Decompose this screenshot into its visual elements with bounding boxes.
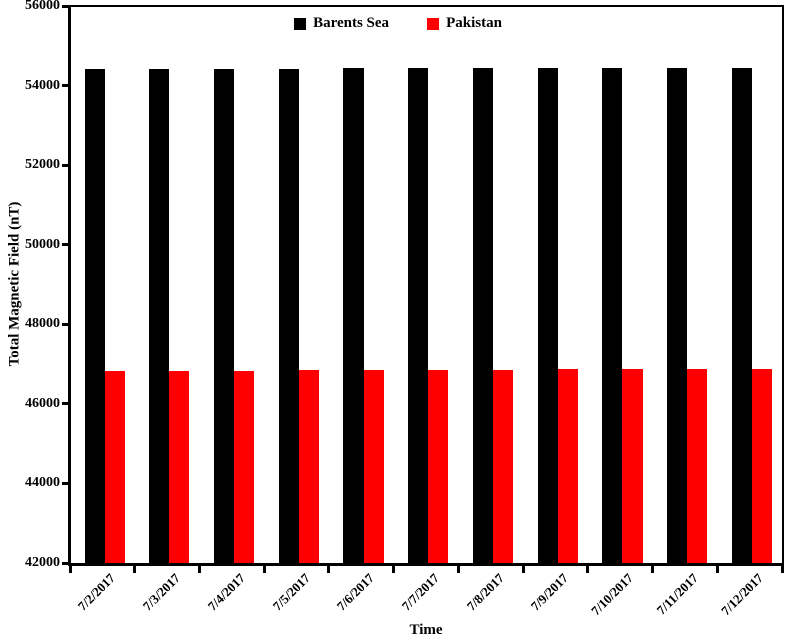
bar-barents-sea <box>602 68 623 563</box>
legend-label-barents-sea: Barents Sea <box>313 15 390 31</box>
y-axis-tick <box>62 4 70 8</box>
y-axis-tick <box>62 561 70 565</box>
y-axis-tick-label: 44000 <box>25 475 60 491</box>
y-axis-tick <box>62 84 70 88</box>
bar-barents-sea <box>84 68 105 563</box>
bar-barents-sea <box>214 68 235 563</box>
bar-pakistan <box>557 369 578 563</box>
bar-barents-sea <box>149 68 170 563</box>
y-axis-title: Total Magnetic Field (nT) <box>6 201 23 367</box>
bar-barents-sea <box>731 67 752 563</box>
legend-swatch-pakistan-icon <box>427 17 440 30</box>
x-axis-tick <box>327 566 331 573</box>
bar-pakistan <box>234 370 255 563</box>
bar-pakistan <box>104 371 125 563</box>
x-axis-tick <box>68 566 72 573</box>
bar-pakistan <box>622 369 643 563</box>
y-axis-tick <box>62 322 70 326</box>
bar-barents-sea <box>278 68 299 563</box>
y-axis-tick-label: 52000 <box>25 157 60 173</box>
x-axis-tick <box>586 566 590 573</box>
x-axis-tick <box>262 566 266 573</box>
y-axis-tick-label: 42000 <box>25 555 60 570</box>
bar-pakistan <box>363 370 384 563</box>
y-axis-tick-label: 50000 <box>25 236 60 252</box>
bar-pakistan <box>751 368 772 563</box>
x-axis-tick <box>456 566 460 573</box>
x-axis-tick <box>651 566 655 573</box>
bar-barents-sea <box>472 68 493 563</box>
x-axis-tick <box>780 566 784 573</box>
legend-swatch-barents-sea-icon <box>294 17 307 30</box>
bar-pakistan <box>298 370 319 563</box>
bar-pakistan <box>687 369 708 563</box>
bar-barents-sea <box>343 68 364 563</box>
bar-barents-sea <box>537 68 558 563</box>
bar-pakistan <box>492 369 514 563</box>
y-axis-tick-label: 54000 <box>25 77 60 93</box>
legend-item-pakistan: Pakistan <box>427 15 502 32</box>
legend-label-pakistan: Pakistan <box>446 15 502 31</box>
y-axis-tick <box>62 163 70 167</box>
y-axis-tick-label: 56000 <box>25 0 60 13</box>
x-axis-tick <box>392 566 396 573</box>
y-axis-tick <box>62 243 70 247</box>
y-axis-tick-label: 48000 <box>25 316 60 332</box>
x-axis-title: Time <box>409 622 443 638</box>
legend: Barents Sea Pakistan <box>42 15 754 32</box>
x-axis-tick <box>197 566 201 573</box>
bar-pakistan <box>169 371 190 563</box>
x-axis-tick <box>133 566 137 573</box>
y-axis-tick <box>62 481 70 485</box>
bar-barents-sea <box>667 68 688 563</box>
bar-barents-sea <box>408 68 429 563</box>
x-axis-tick <box>715 566 719 573</box>
x-axis-tick <box>521 566 525 573</box>
y-axis-tick <box>62 402 70 406</box>
legend-item-barents-sea: Barents Sea <box>294 15 389 32</box>
y-axis-tick-label: 46000 <box>25 395 60 411</box>
bar-pakistan <box>428 369 449 563</box>
